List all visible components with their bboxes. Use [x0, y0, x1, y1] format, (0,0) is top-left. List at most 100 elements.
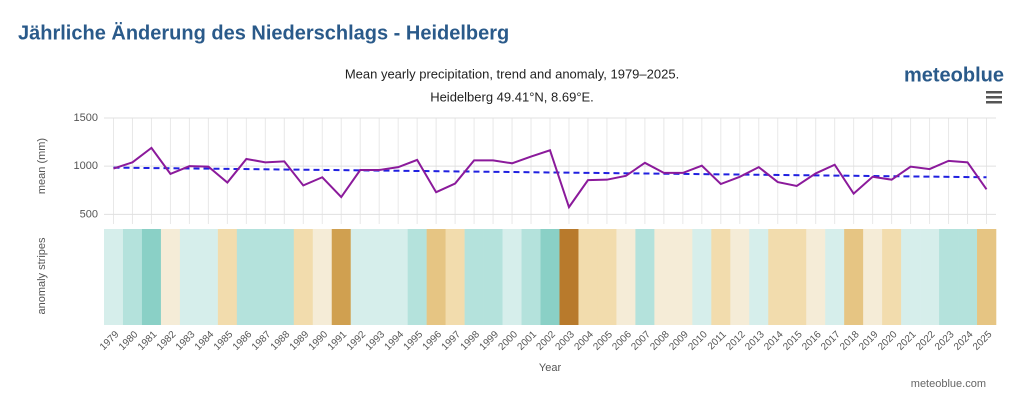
- x-tick-label: 1981: [136, 329, 160, 353]
- x-tick-label: 2004: [572, 329, 596, 353]
- anomaly-stripe: [141, 229, 162, 325]
- x-tick-label: 2012: [724, 329, 748, 353]
- x-tick-label: 2021: [895, 329, 919, 353]
- x-tick-label: 2013: [743, 329, 767, 353]
- anomaly-stripe: [255, 229, 276, 325]
- x-tick-label: 1995: [402, 329, 426, 353]
- anomaly-stripe: [217, 229, 238, 325]
- x-tick-label: 1980: [117, 329, 141, 353]
- x-tick-label: 2000: [497, 329, 521, 353]
- x-tick-label: 1990: [307, 329, 331, 353]
- menu-button[interactable]: [986, 91, 1002, 104]
- anomaly-stripe: [673, 229, 693, 325]
- anomaly-stripe: [787, 229, 807, 325]
- x-tick-label: 2019: [857, 329, 881, 353]
- brand-logo: meteoblue: [904, 64, 1004, 86]
- anomaly-stripe: [977, 229, 997, 325]
- anomaly-stripe: [350, 229, 371, 325]
- x-tick-label: 2022: [914, 329, 938, 353]
- x-tick-label: 1988: [269, 329, 293, 353]
- anomaly-stripe: [635, 229, 655, 325]
- x-tick-label: 2007: [629, 329, 653, 353]
- x-tick-label: 1994: [383, 329, 407, 353]
- anomaly-stripe: [844, 229, 864, 325]
- x-tick-label: 1996: [421, 329, 445, 353]
- anomaly-stripe: [331, 229, 352, 325]
- x-tick-label: 1992: [345, 329, 369, 353]
- anomaly-stripe: [198, 229, 219, 325]
- x-tick-label: 1982: [155, 329, 179, 353]
- x-tick-label: 2003: [553, 329, 577, 353]
- chart-title: Mean yearly precipitation, trend and ano…: [345, 66, 679, 81]
- anomaly-stripe: [483, 229, 503, 325]
- x-tick-label: 2020: [876, 329, 900, 353]
- x-tick-label: 2006: [610, 329, 634, 353]
- x-tick-label: 2018: [838, 329, 862, 353]
- stripes-label: anomaly stripes: [36, 237, 48, 315]
- anomaly-stripe: [749, 229, 769, 325]
- anomaly-stripe: [730, 229, 750, 325]
- x-tick-label: 1986: [231, 329, 255, 353]
- x-tick-label: 2023: [933, 329, 957, 353]
- x-tick-label: 2014: [762, 329, 786, 353]
- precip-line: [113, 146, 988, 210]
- anomaly-stripe: [445, 229, 465, 325]
- x-tick-label: 2010: [686, 329, 710, 353]
- anomaly-stripe: [768, 229, 788, 325]
- anomaly-stripe: [369, 229, 389, 325]
- anomaly-stripe: [293, 229, 314, 325]
- anomaly-stripe: [825, 229, 845, 325]
- anomaly-stripe: [104, 229, 124, 325]
- x-tick-label: 2008: [648, 329, 672, 353]
- y-tick-label: 1000: [74, 160, 98, 172]
- anomaly-stripe: [160, 229, 181, 325]
- trend-line: [113, 166, 987, 179]
- x-tick-label: 1984: [193, 329, 217, 353]
- anomaly-stripe: [464, 229, 484, 325]
- anomaly-stripe: [540, 229, 560, 325]
- x-tick-label: 2017: [819, 329, 843, 353]
- y-tick-label: 500: [80, 208, 98, 220]
- credit: meteoblue.com: [911, 378, 986, 390]
- x-tick-label: 2016: [800, 329, 824, 353]
- anomaly-stripe: [616, 229, 636, 325]
- x-tick-label: 1989: [288, 329, 312, 353]
- anomaly-stripe: [179, 229, 200, 325]
- x-tick-label: 2001: [515, 329, 539, 353]
- anomaly-stripe: [939, 229, 959, 325]
- anomaly-stripe: [274, 229, 295, 325]
- x-tick-label: 1993: [364, 329, 388, 353]
- anomaly-stripe: [920, 229, 940, 325]
- x-axis-label: Year: [539, 362, 562, 374]
- y-tick-label: 1500: [74, 112, 98, 124]
- anomaly-stripe: [407, 229, 427, 325]
- anomaly-stripe: [806, 229, 826, 325]
- anomaly-stripe: [122, 229, 143, 325]
- x-tick-label: 1983: [174, 329, 198, 353]
- x-tick-label: 1991: [326, 329, 350, 353]
- anomaly-stripe: [882, 229, 902, 325]
- x-tick-label: 2005: [591, 329, 615, 353]
- anomaly-stripe: [559, 229, 579, 325]
- anomaly-stripe: [502, 229, 522, 325]
- x-tick-label: 1987: [250, 329, 274, 353]
- anomaly-stripe: [597, 229, 617, 325]
- anomaly-stripe: [958, 229, 978, 325]
- anomaly-stripe: [578, 229, 598, 325]
- x-tick-label: 2009: [667, 329, 691, 353]
- x-tick-label: 1999: [478, 329, 502, 353]
- x-tick-label: 2015: [781, 329, 805, 353]
- x-tick-label: 1997: [440, 329, 464, 353]
- y-axis-label: mean (mm): [36, 138, 48, 194]
- anomaly-stripe: [711, 229, 731, 325]
- chart-subtitle: Heidelberg 49.41°N, 8.69°E.: [430, 89, 594, 104]
- anomaly-stripe: [863, 229, 883, 325]
- x-tick-label: 2011: [706, 329, 729, 352]
- anomaly-stripe: [692, 229, 712, 325]
- anomaly-stripe: [388, 229, 408, 325]
- anomaly-stripe: [654, 229, 674, 325]
- anomaly-stripe: [312, 229, 333, 325]
- x-tick-label: 2025: [971, 329, 995, 353]
